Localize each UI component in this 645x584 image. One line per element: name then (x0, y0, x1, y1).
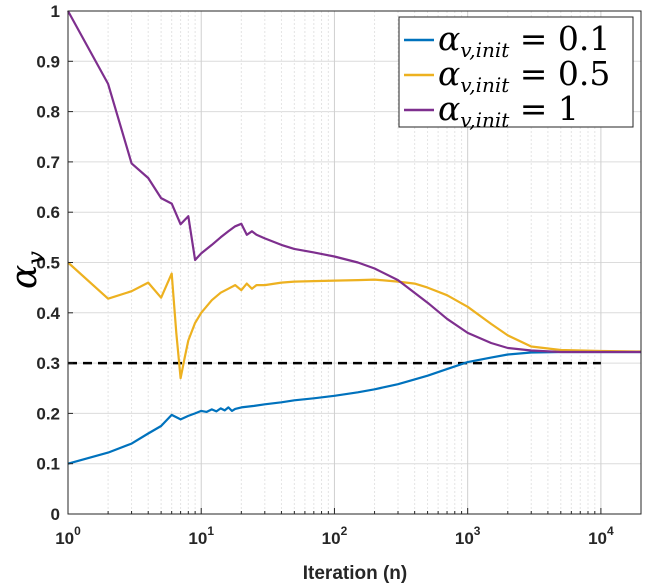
series-line-2 (67, 261, 642, 380)
legend-subscript: v,init (460, 108, 510, 132)
legend: αv,init = 0.1αv,init = 0.5αv,init = 1 (398, 16, 634, 132)
legend-symbol: α (438, 89, 460, 128)
legend-symbol: α (438, 54, 460, 93)
y-tick-label: 0.6 (36, 203, 60, 222)
x-tick-exponent: 0 (74, 524, 81, 538)
legend-box (398, 16, 634, 128)
legend-value: = 1 (509, 89, 579, 128)
x-tick-base: 10 (55, 529, 74, 548)
x-tick-label: 102 (322, 524, 348, 548)
x-tick-base: 10 (455, 529, 474, 548)
series-line-1 (67, 350, 641, 465)
x-tick-base: 10 (188, 529, 207, 548)
legend-subscript: v,init (460, 38, 510, 62)
legend-label-1: αv,init = 0.1 (438, 19, 610, 62)
legend-value: = 0.5 (509, 54, 610, 93)
x-tick-exponent: 3 (474, 524, 481, 538)
x-tick-exponent: 2 (341, 524, 348, 538)
x-tick-label: 103 (455, 524, 481, 548)
x-tick-base: 10 (322, 529, 341, 548)
y-axis-label-main: α (4, 265, 45, 289)
legend-value: = 0.1 (509, 19, 610, 58)
y-tick-label: 0.5 (36, 254, 60, 273)
legend-label-3: αv,init = 1 (438, 89, 579, 132)
y-axis-label: αv (4, 251, 50, 289)
legend-symbol: α (438, 19, 460, 58)
y-axis-label-sub: v (22, 251, 50, 265)
x-tick-base: 10 (588, 529, 607, 548)
x-tick-label: 101 (188, 524, 214, 548)
y-tick-label: 0.2 (36, 404, 60, 423)
x-tick-label: 100 (55, 524, 81, 548)
y-tick-label: 0.4 (36, 304, 60, 323)
legend-subscript: v,init (460, 73, 510, 97)
series-line-3 (67, 10, 641, 354)
x-axis-label: Iteration (n) (303, 563, 408, 584)
x-tick-label: 104 (588, 524, 614, 548)
plot-series (67, 10, 642, 465)
y-tick-label: 0.9 (36, 52, 60, 71)
y-tick-label: 0.7 (36, 153, 60, 172)
y-tick-label: 0.1 (36, 455, 60, 474)
y-tick-label: 0.8 (36, 103, 60, 122)
x-tick-exponent: 1 (207, 524, 214, 538)
legend-label-2: αv,init = 0.5 (438, 54, 610, 97)
y-tick-label: 1 (51, 2, 60, 21)
y-tick-label: 0 (51, 505, 60, 524)
x-tick-exponent: 4 (607, 524, 614, 538)
y-tick-label: 0.3 (36, 354, 60, 373)
